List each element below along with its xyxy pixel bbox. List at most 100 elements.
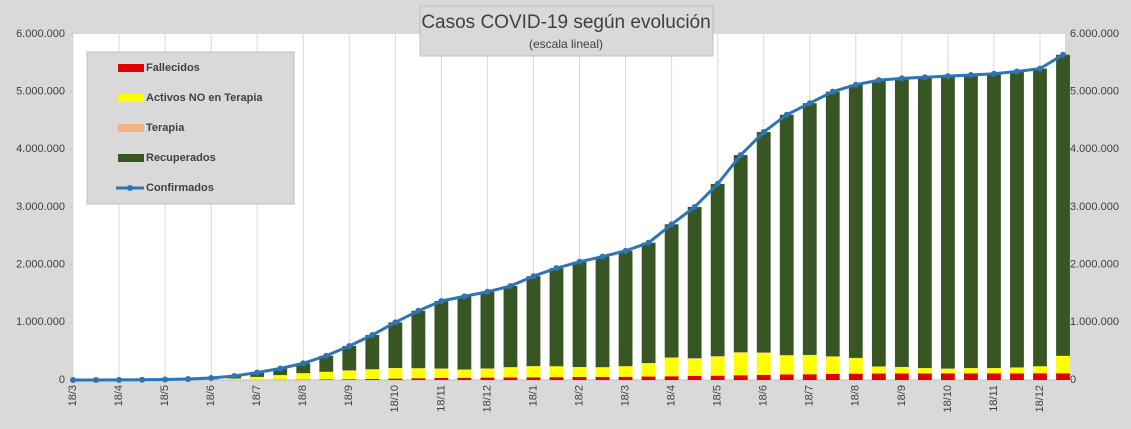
bar-segment <box>572 377 587 380</box>
x-tick-label: 18/9 <box>896 385 908 406</box>
bar-segment <box>687 358 702 376</box>
bar-segment <box>526 377 541 380</box>
bar-segment <box>618 376 633 380</box>
bar-segment <box>273 368 288 376</box>
bar-segment <box>549 377 564 380</box>
line-marker <box>553 265 560 272</box>
legend-swatch <box>118 154 144 162</box>
bar-segment <box>687 375 702 380</box>
y-tick-label: 0 <box>59 374 65 386</box>
bar-segment <box>779 355 794 375</box>
x-tick-label: 18/9 <box>343 385 355 406</box>
legend-label: Activos NO en Terapia <box>146 92 263 104</box>
line-marker <box>691 204 698 210</box>
line-marker <box>369 332 376 339</box>
bar-segment <box>388 322 403 369</box>
line-marker <box>139 376 146 383</box>
bar-segment <box>503 286 518 368</box>
line-marker <box>392 319 399 326</box>
bar-segment <box>434 368 449 378</box>
bar-segment <box>756 374 771 380</box>
bar-segment <box>365 369 380 379</box>
line-marker <box>208 374 215 381</box>
x-tick-label: 18/5 <box>159 385 171 406</box>
y-tick-label: 4.000.000 <box>16 143 65 155</box>
line-marker <box>898 75 905 82</box>
bar-segment <box>388 368 403 379</box>
bar-segment <box>848 358 863 374</box>
chart-subtitle: (escala lineal) <box>529 37 603 51</box>
y-tick-label: 2.000.000 <box>16 259 65 271</box>
x-tick-label: 18/11 <box>435 385 447 412</box>
bar-segment <box>503 377 518 380</box>
bar-segment <box>1010 71 1024 368</box>
bar-segment <box>227 378 242 380</box>
bar-segment <box>733 155 748 353</box>
x-tick-label: 18/2 <box>573 385 585 406</box>
bar-segment <box>917 77 932 369</box>
bar-segment <box>733 352 748 376</box>
x-tick-label: 18/8 <box>297 385 309 406</box>
x-tick-label: 18/12 <box>1034 385 1046 413</box>
line-marker <box>829 88 836 95</box>
bar-segment <box>894 78 909 367</box>
bar-segment <box>618 366 633 377</box>
line-marker <box>1060 51 1067 58</box>
bar-segment <box>296 373 311 380</box>
x-tick-label: 18/11 <box>988 385 1000 412</box>
x-tick-label: 18/3 <box>67 385 79 406</box>
bar-segment <box>733 375 748 380</box>
line-marker <box>760 129 767 136</box>
bar-segment <box>802 374 817 380</box>
line-marker <box>300 360 307 367</box>
line-marker <box>231 372 238 379</box>
y2-tick-label: 5.000.000 <box>1070 86 1119 98</box>
x-tick-label: 18/5 <box>712 385 724 406</box>
bar-segment <box>411 368 426 379</box>
line-marker <box>990 70 997 77</box>
y2-tick-label: 1.000.000 <box>1070 316 1119 328</box>
bar-segment <box>779 114 794 356</box>
line-marker <box>714 180 721 187</box>
line-marker <box>921 74 928 81</box>
bar-segment <box>388 378 403 380</box>
bar-segment <box>457 369 472 378</box>
bar-segment <box>273 375 288 380</box>
bar-segment <box>1056 373 1070 380</box>
bar-segment <box>756 132 771 353</box>
legend-swatch <box>118 64 144 72</box>
bar-segment <box>595 256 610 368</box>
line-marker <box>806 100 813 107</box>
bar-segment <box>641 376 656 380</box>
bar-segment <box>411 378 426 380</box>
bar-segment <box>641 242 656 364</box>
line-marker <box>944 73 951 80</box>
line-marker <box>530 273 537 280</box>
legend-swatch <box>118 94 144 102</box>
bar-segment <box>987 368 1001 374</box>
bar-segment <box>480 368 495 378</box>
bar-segment <box>964 74 978 369</box>
bar-segment <box>526 276 541 367</box>
line-marker <box>93 376 100 383</box>
bar-segment <box>940 368 955 374</box>
bar-segment <box>457 296 472 370</box>
bar-segment <box>871 80 886 367</box>
bar-segment <box>940 76 955 369</box>
bar-segment <box>319 379 334 380</box>
x-tick-label: 18/10 <box>389 385 401 413</box>
line-marker <box>875 77 882 84</box>
line-marker <box>576 258 583 265</box>
line-marker <box>852 81 859 88</box>
bar-segment <box>549 268 564 367</box>
line-marker <box>323 352 330 359</box>
bar-segment <box>917 368 932 374</box>
bar-segment <box>825 373 840 380</box>
y-tick-label: 6.000.000 <box>16 28 65 40</box>
bar-segment <box>664 376 679 380</box>
legend-label: Fallecidos <box>146 62 200 74</box>
confirmed-line <box>72 53 1064 382</box>
bar-segment <box>894 373 909 380</box>
bar-segment <box>848 84 863 358</box>
bar-segment <box>1010 373 1024 380</box>
